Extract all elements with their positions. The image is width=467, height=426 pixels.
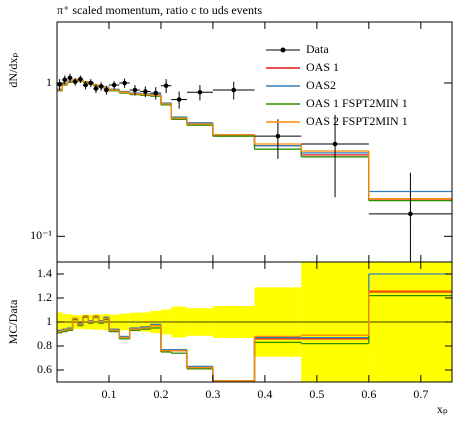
data-point bbox=[163, 83, 169, 89]
ratio-y-tick-label: 0.6 bbox=[37, 362, 52, 376]
data-point bbox=[197, 89, 203, 95]
data-point bbox=[88, 80, 94, 86]
data-point bbox=[132, 87, 138, 93]
data-point bbox=[122, 80, 127, 86]
data-point bbox=[408, 211, 413, 217]
data-point bbox=[72, 79, 78, 84]
data-point bbox=[62, 77, 68, 83]
legend-label: OAS 2 FSPT2MIN 1 bbox=[306, 114, 408, 128]
ratio-axis-label: MC/Data bbox=[6, 299, 20, 344]
x-axis-label: xₚ bbox=[437, 402, 448, 416]
legend-label: OAS2 bbox=[306, 78, 336, 92]
x-tick-label: 0.6 bbox=[361, 387, 376, 401]
x-tick-label: 0.4 bbox=[257, 387, 272, 401]
legend-label: Data bbox=[306, 42, 329, 56]
x-tick-label: 0.7 bbox=[413, 387, 428, 401]
data-point bbox=[93, 86, 99, 91]
ratio-y-tick-label: 0.8 bbox=[37, 338, 52, 352]
data-point bbox=[176, 97, 182, 102]
data-point bbox=[153, 90, 159, 96]
x-tick-label: 0.1 bbox=[101, 387, 116, 401]
legend-label: OAS 1 FSPT2MIN 1 bbox=[306, 96, 408, 110]
data-point bbox=[332, 141, 338, 147]
ratio-y-tick-label: 1 bbox=[46, 314, 52, 328]
data-point bbox=[275, 133, 281, 139]
ratio-plot bbox=[57, 262, 452, 382]
data-point bbox=[98, 84, 104, 89]
legend-marker bbox=[280, 47, 286, 53]
y-axis-label: dN/dxₚ bbox=[6, 52, 20, 87]
data-point bbox=[104, 87, 109, 93]
data-point bbox=[111, 82, 117, 88]
legend-label: OAS 1 bbox=[306, 60, 339, 74]
y-tick-label: 10⁻¹ bbox=[30, 228, 52, 242]
x-tick-label: 0.5 bbox=[309, 387, 324, 401]
main-plot bbox=[57, 73, 452, 262]
data-point bbox=[231, 87, 237, 93]
data-point bbox=[143, 89, 148, 94]
data-point bbox=[83, 82, 88, 88]
data-point bbox=[78, 76, 83, 82]
ratio-y-tick-label: 1.4 bbox=[37, 266, 52, 280]
x-tick-label: 0.3 bbox=[205, 387, 220, 401]
x-tick-label: 0.2 bbox=[153, 387, 168, 401]
data-point bbox=[67, 75, 73, 81]
ratio-y-tick-label: 1.2 bbox=[37, 290, 52, 304]
y-tick-label: 1 bbox=[46, 75, 52, 89]
chart-title: π⁺ scaled momentum, ratio c to uds event… bbox=[57, 3, 262, 17]
